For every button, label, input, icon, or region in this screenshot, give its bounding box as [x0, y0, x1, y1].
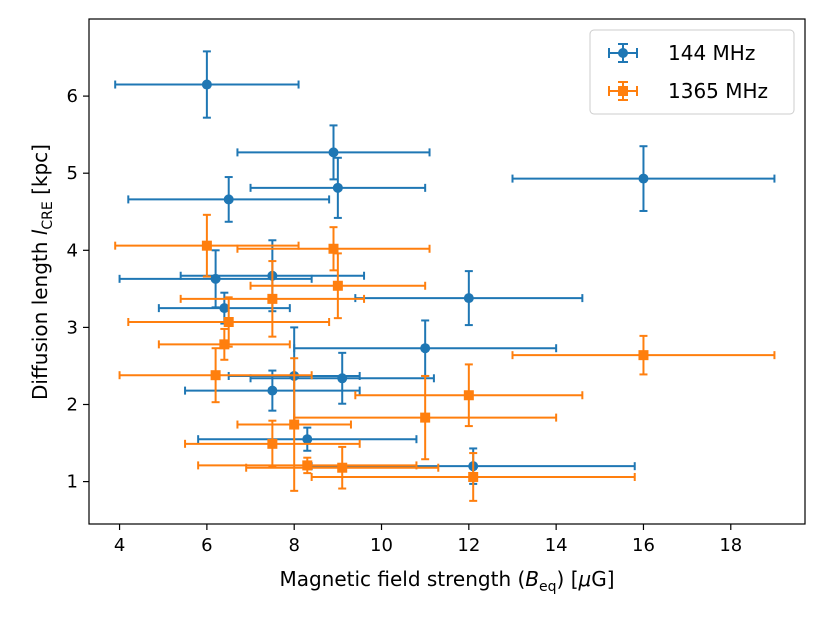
data-point-1365mhz-5 — [157, 327, 291, 361]
point-marker — [201, 79, 212, 90]
x-tick-label: 8 — [288, 535, 299, 556]
data-point-1365mhz-13 — [245, 445, 440, 490]
point-marker — [302, 460, 313, 471]
data-point-1365mhz-10 — [236, 357, 352, 492]
data-point-1365mhz-2 — [249, 252, 427, 320]
point-marker — [289, 419, 300, 430]
y-axis-label-unit: [kpc] — [28, 144, 52, 201]
data-point-144mhz-1 — [236, 124, 431, 181]
y-tick-label: 5 — [67, 163, 78, 184]
x-tick-label: 16 — [632, 535, 655, 556]
x-axis-label-mu: μ — [578, 567, 592, 591]
data-point-144mhz-11 — [249, 351, 435, 405]
x-axis-label: Magnetic field strength (Beq) [μG] — [279, 567, 614, 595]
point-marker — [267, 385, 278, 396]
data-point-1365mhz-0 — [114, 213, 300, 278]
y-axis-label-text-1: Diffusion length — [28, 235, 52, 400]
point-marker — [337, 373, 348, 384]
data-point-144mhz-8 — [157, 291, 291, 325]
point-marker — [420, 412, 431, 423]
point-marker — [638, 173, 649, 184]
point-marker — [420, 343, 431, 354]
axes-frame — [88, 18, 806, 525]
data-point-1365mhz-3 — [179, 260, 366, 338]
point-marker — [219, 303, 230, 314]
data-point-1365mhz-9 — [293, 374, 558, 461]
x-tick-label: 10 — [370, 535, 393, 556]
data-point-144mhz-3 — [511, 145, 776, 212]
y-tick-label: 6 — [67, 86, 78, 107]
x-tick-label: 14 — [545, 535, 568, 556]
data-point-1365mhz-11 — [184, 419, 361, 468]
point-marker — [210, 273, 221, 284]
data-point-1365mhz-1 — [236, 226, 431, 272]
point-marker — [267, 438, 278, 449]
y-tick-label: 4 — [67, 240, 78, 261]
point-marker — [463, 293, 474, 304]
point-marker — [328, 147, 339, 158]
data-point-144mhz-12 — [184, 369, 361, 412]
y-axis-ticks: 1 2 3 4 5 6 — [67, 86, 89, 493]
point-marker — [201, 240, 212, 251]
x-tick-label: 4 — [114, 535, 125, 556]
legend-label-1365mhz: 1365 MHz — [668, 79, 768, 103]
point-marker — [638, 350, 649, 361]
point-marker — [332, 280, 343, 291]
legend: 144 MHz 1365 MHz — [589, 29, 795, 115]
x-axis-label-unit: G] — [591, 567, 614, 591]
data-point-144mhz-4 — [127, 176, 331, 223]
point-marker — [219, 339, 230, 350]
point-marker — [267, 293, 278, 304]
data-point-144mhz-13 — [197, 426, 418, 452]
data-point-1365mhz-12 — [197, 456, 418, 475]
x-axis-label-text-1: Magnetic field strength ( — [279, 567, 525, 591]
data-point-1365mhz-8 — [354, 363, 584, 428]
point-marker — [332, 182, 343, 193]
point-marker — [337, 462, 348, 473]
x-axis-ticks: 4 6 8 10 12 14 16 18 — [114, 524, 742, 556]
x-axis-label-subscript: eq — [539, 579, 557, 595]
data-point-1365mhz-14 — [310, 452, 636, 502]
point-marker — [210, 370, 221, 381]
data-point-1365mhz-6 — [511, 334, 776, 376]
point-marker — [468, 471, 479, 482]
x-tick-label: 12 — [457, 535, 480, 556]
x-axis-label-symbol: B — [525, 567, 539, 591]
y-axis-label-symbol: l — [28, 229, 52, 235]
y-tick-label: 1 — [67, 472, 78, 493]
x-tick-label: 18 — [719, 535, 742, 556]
y-axis-label-subscript: CRE — [40, 201, 56, 229]
point-marker — [328, 243, 339, 254]
legend-label-144mhz: 144 MHz — [668, 41, 755, 65]
legend-marker-1365mhz — [608, 81, 638, 101]
point-marker — [223, 194, 234, 205]
data-point-144mhz-7 — [354, 270, 584, 327]
legend-marker-144mhz — [608, 43, 638, 63]
plot-area — [114, 50, 776, 502]
y-axis-label: Diffusion length lCRE [kpc] — [28, 144, 56, 400]
data-point-144mhz-2 — [249, 156, 427, 219]
data-point-144mhz-0 — [114, 50, 300, 119]
legend-box — [589, 29, 795, 115]
point-marker — [302, 434, 313, 445]
point-marker — [223, 317, 234, 327]
y-tick-label: 2 — [67, 394, 78, 415]
x-tick-label: 6 — [201, 535, 212, 556]
y-tick-label: 3 — [67, 317, 78, 338]
point-marker — [463, 390, 474, 401]
x-axis-label-text-2: ) [ — [557, 567, 579, 591]
data-point-144mhz-6 — [118, 249, 313, 309]
data-point-1365mhz-7 — [118, 347, 313, 404]
